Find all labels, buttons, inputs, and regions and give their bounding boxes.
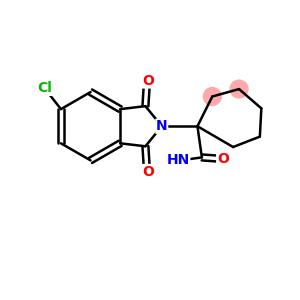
Text: N: N bbox=[156, 119, 168, 133]
Text: O: O bbox=[217, 152, 229, 166]
Text: O: O bbox=[142, 164, 154, 178]
Circle shape bbox=[203, 88, 221, 105]
Circle shape bbox=[230, 80, 248, 98]
Text: O: O bbox=[142, 74, 154, 88]
Text: HN: HN bbox=[167, 153, 190, 167]
Text: Cl: Cl bbox=[37, 81, 52, 95]
